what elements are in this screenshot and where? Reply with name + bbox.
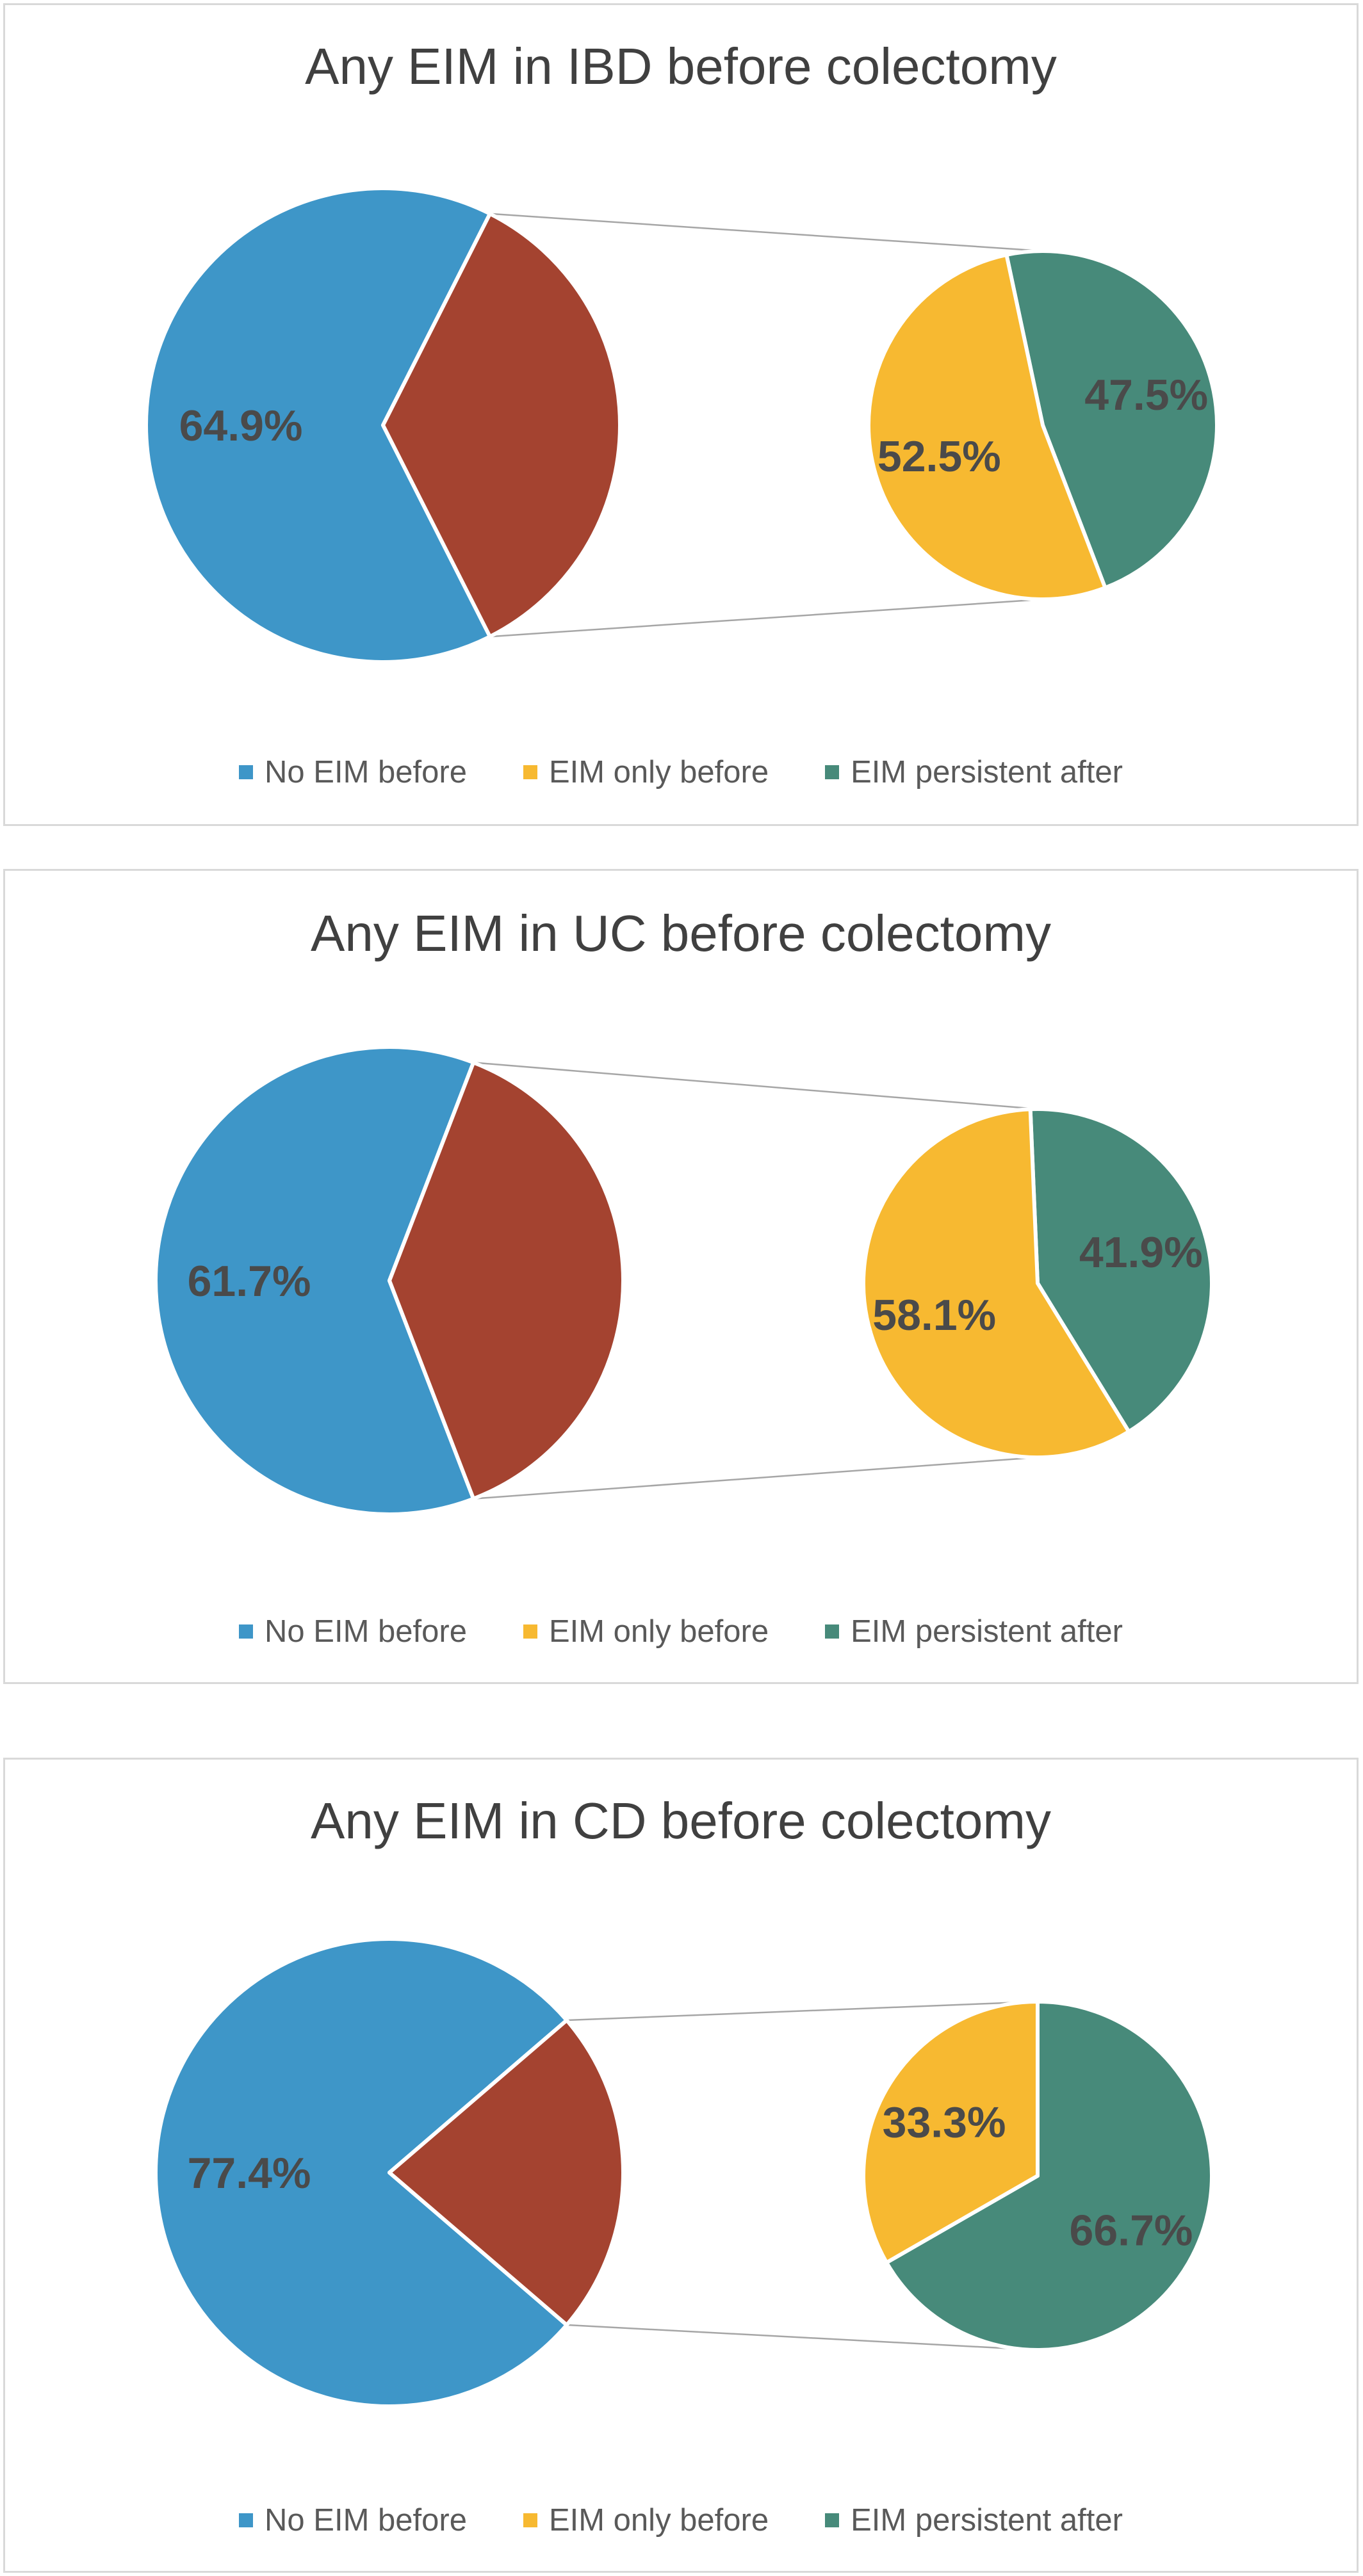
connector-line-top [489,213,1043,252]
legend-item-eim-only-before: EIM only before [523,2502,769,2538]
legend: No EIM before EIM only before EIM persis… [5,754,1357,790]
chart-title: Any EIM in UC before colectomy [311,905,1051,962]
chart-title: Any EIM in IBD before colectomy [305,38,1057,95]
legend-item-eim-persistent-after: EIM persistent after [825,2502,1123,2538]
legend-label: EIM persistent after [851,2503,1123,2538]
pie-slice-eim-persistent-after [1028,1107,1214,1434]
legend-swatch [523,2513,537,2527]
data-label-eim-persistent-after: 47.5% [1084,371,1208,419]
pie-slice-eim-only-before [861,2000,1040,2265]
legend-item-eim-only-before: EIM only before [523,754,769,790]
legend-item-no-eim-before: No EIM before [239,2502,467,2538]
legend-item-no-eim-before: No EIM before [239,754,467,790]
pie-slice-no-eim-before [144,186,492,664]
pie-slice-no-eim-before [154,1045,476,1516]
pie-chart-svg: 77.4% 66.7% 33.3% [154,1937,1214,2408]
legend-swatch [825,1624,840,1639]
chart-panel-ibd: Any EIM in IBD before colectomy 64.9% 47.… [3,3,1359,826]
chart-panel-cd: Any EIM in CD before colectomy 77.4% 66.7… [3,1758,1359,2573]
connector-line-top [473,1062,1038,1110]
legend-label: EIM only before [548,1614,769,1649]
chart-panel-uc: Any EIM in UC before colectomy 61.7% 41.9… [3,869,1359,1684]
legend-label: EIM only before [548,755,769,790]
legend-swatch [239,1624,254,1639]
pie-slice-eim-persistent-after [1004,249,1219,590]
legend-label: EIM only before [548,2503,769,2538]
pie-slice-no-eim-before [154,1937,569,2408]
legend: No EIM before EIM only before EIM persis… [5,1614,1357,1649]
connector-line-bottom [566,2324,1038,2351]
legend-label: No EIM before [265,1614,467,1649]
data-label-eim-persistent-after: 66.7% [1070,2206,1193,2255]
pie-chart-svg: 64.9% 47.5% 52.5% [144,186,1219,664]
legend-item-eim-only-before: EIM only before [523,1614,769,1649]
pie-slice-any-eim [381,211,622,639]
legend-item-eim-persistent-after: EIM persistent after [825,754,1123,790]
data-label-no-eim-before: 64.9% [179,401,303,450]
data-label-eim-only-before: 33.3% [883,2098,1006,2147]
data-label-eim-only-before: 52.5% [877,432,1001,481]
legend-swatch [239,765,254,779]
data-label-eim-only-before: 58.1% [872,1291,996,1340]
pie-slice-eim-persistent-after [885,2000,1214,2352]
pie-slice-eim-only-before [861,1107,1131,1459]
legend-swatch [825,2513,840,2527]
legend-label: EIM persistent after [851,1614,1123,1649]
pie-chart-svg: 61.7% 41.9% 58.1% [154,1045,1214,1516]
legend-label: EIM persistent after [851,755,1123,790]
pie-slice-any-eim [388,2018,625,2327]
legend-label: No EIM before [265,2503,467,2538]
legend-item-no-eim-before: No EIM before [239,1614,467,1649]
legend-label: No EIM before [265,755,467,790]
connector-line-bottom [473,1456,1038,1500]
legend-item-eim-persistent-after: EIM persistent after [825,1614,1123,1649]
data-label-no-eim-before: 61.7% [188,1257,311,1306]
connector-line-bottom [489,598,1043,638]
pie-slice-any-eim [388,1060,626,1501]
data-label-no-eim-before: 77.4% [188,2149,311,2198]
legend-swatch [825,765,840,779]
legend-swatch [523,765,537,779]
data-label-eim-persistent-after: 41.9% [1079,1228,1203,1277]
legend: No EIM before EIM only before EIM persis… [5,2502,1357,2538]
chart-title: Any EIM in CD before colectomy [311,1792,1051,1849]
legend-swatch [239,2513,254,2527]
pie-slice-eim-only-before [867,252,1107,601]
legend-swatch [523,1624,537,1639]
connector-line-top [566,2000,1038,2021]
